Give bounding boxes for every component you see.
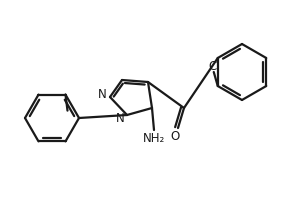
Text: N: N [98,88,106,100]
Text: NH₂: NH₂ [143,132,165,144]
Text: O: O [170,130,180,144]
Text: Cl: Cl [208,60,220,73]
Text: N: N [116,112,124,124]
